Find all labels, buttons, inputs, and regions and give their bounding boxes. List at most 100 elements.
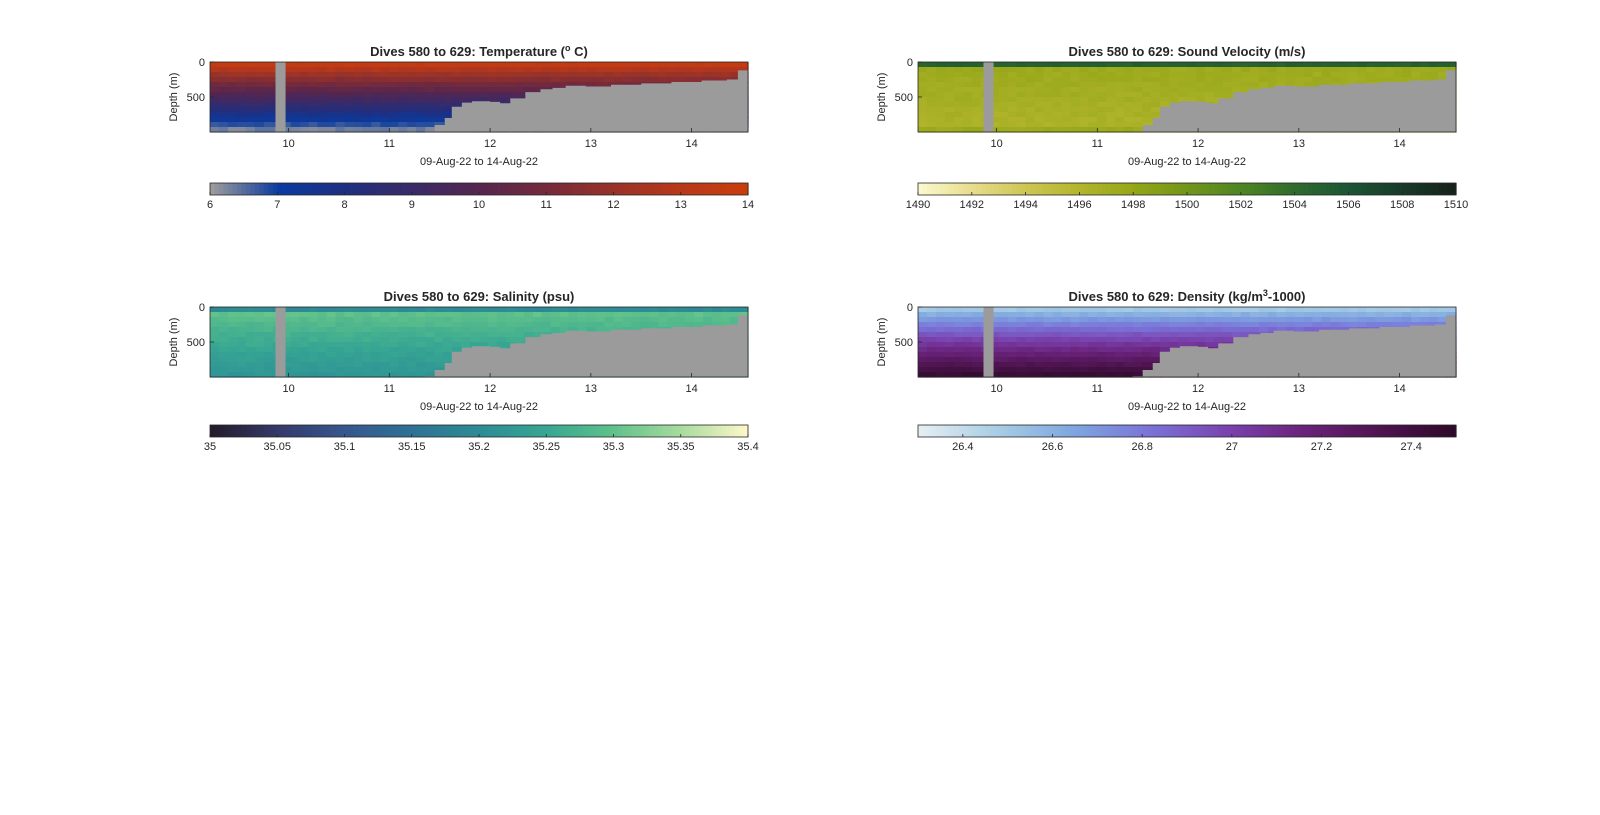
heatmap-cell [1187,307,1197,313]
colorbar-segment [944,183,950,195]
heatmap-cell [944,372,955,378]
colorbar-segment [492,425,498,437]
heatmap-cell [407,72,417,78]
heatmap-cell [1258,307,1269,313]
colorbar-segment [626,425,633,437]
heatmap-cell [245,367,256,373]
heatmap-cell [1007,347,1018,353]
colorbar-segment [1263,425,1269,437]
heatmap-cell [1267,77,1278,83]
colorbar-segment [671,425,677,437]
heatmap-cell [470,87,480,93]
heatmap-cell [362,127,372,133]
heatmap-cell [1321,62,1332,68]
heatmap-cell [461,82,471,88]
heatmap-cell [227,347,238,353]
heatmap-cell [541,82,552,88]
heatmap-cell [1079,127,1089,133]
heatmap-cell [380,367,390,373]
heatmap-cell [953,122,964,128]
heatmap-cell [245,342,256,348]
heatmap-cell [317,367,328,373]
heatmap-cell [362,347,372,353]
heatmap-cell [1231,62,1242,68]
colorbar-segment [452,183,458,195]
heatmap-cell [1133,322,1143,328]
heatmap-cell [971,92,982,98]
heatmap-cell [971,107,982,113]
heatmap-cell [398,317,408,323]
heatmap-cell [703,322,713,328]
colorbar-segment [926,183,933,195]
heatmap-cell [1151,347,1161,353]
heatmap-cell [487,312,498,318]
heatmap-cell [1366,322,1376,328]
colorbar-segment [1420,425,1426,437]
heatmap-cell [1133,127,1143,133]
heatmap-cell [1384,307,1394,313]
heatmap-cell [953,362,964,368]
colorbar-segment [555,425,561,437]
heatmap-cell [236,117,247,123]
heatmap-cell [1142,312,1152,318]
heatmap-cell [1384,77,1394,83]
heatmap-cell [1133,317,1143,323]
heatmap-cell [371,82,381,88]
heatmap-cell [559,307,570,313]
heatmap-cell [1142,87,1152,93]
heatmap-cell [1375,67,1385,73]
heatmap-cell [1133,307,1143,313]
heatmap-cell [335,322,346,328]
heatmap-cell [1088,362,1098,368]
heatmap-cell [1375,312,1385,318]
heatmap-cell [281,347,292,353]
heatmap-cell [1025,72,1036,78]
heatmap-cell [210,112,220,118]
heatmap-cell [1312,67,1323,73]
heatmap-cell [1079,102,1089,108]
heatmap-cell [1195,72,1206,78]
heatmap-cell [263,72,274,78]
heatmap-cell [1276,82,1287,88]
heatmap-cell [470,327,480,333]
heatmap-cell [434,92,444,98]
heatmap-cell [953,77,964,83]
heatmap-cell [263,347,274,353]
heatmap-cell [452,342,462,348]
heatmap-cell [532,312,543,318]
heatmap-cell [1052,117,1063,123]
colorbar-segment [514,183,520,195]
colorbar-segment [375,183,381,195]
heatmap-cell [308,102,319,108]
colorbar-segment [510,183,516,195]
heatmap-cell [1240,307,1251,313]
x-axis: 10 11 12 13 14 [990,373,1406,395]
heatmap-cell [344,327,355,333]
heatmap-cell [398,122,408,128]
heatmap-cell [1339,77,1349,83]
heatmap-cell [398,97,408,103]
heatmap-cell [281,357,292,363]
heatmap-cell [1213,332,1224,338]
heatmap-cell [380,72,390,78]
colorbar-segment [1447,425,1453,437]
heatmap-cell [1429,62,1439,68]
x-axis-label: 09-Aug-22 to 14-Aug-22 [420,401,538,413]
heatmap-cell [496,67,507,73]
heatmap-cell [586,62,597,68]
heatmap-cell [245,102,256,108]
heatmap-cell [1151,92,1161,98]
colorbar-tick-label: 26.6 [1042,441,1063,453]
colorbar-segment [537,425,543,437]
heatmap-cell [245,92,256,98]
heatmap-cell [308,312,319,318]
heatmap-cell [953,352,964,358]
x-tick-label: 11 [384,383,395,395]
heatmap-cell [1034,337,1045,343]
heatmap-cell [218,92,229,98]
heatmap-cell [290,322,301,328]
heatmap-cell [568,62,579,68]
heatmap-cell [380,352,390,358]
heatmap-cell [1178,62,1188,68]
